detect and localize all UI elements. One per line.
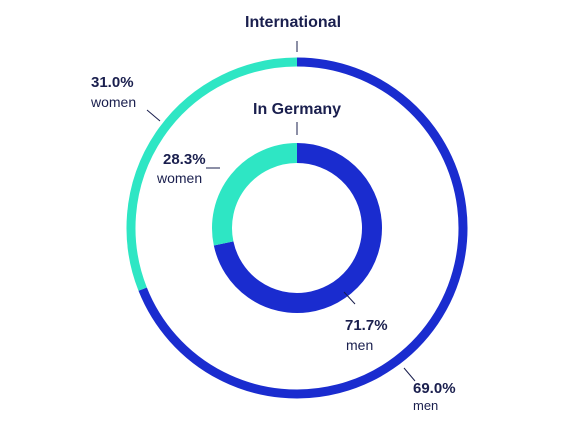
outer-men-label: men: [413, 398, 439, 413]
inner-men-label: men: [346, 337, 374, 353]
inner-women-slice: [212, 143, 298, 246]
inner-men-leader: [343, 291, 356, 305]
inner-men-slice: [213, 143, 382, 313]
outer-men-value: 69.0%: [413, 380, 456, 397]
outer-men-leader: [403, 367, 416, 382]
outer-men-slice: [138, 57, 468, 399]
outer-chart-title: International: [245, 14, 342, 31]
outer-women-value: 31.0%: [91, 74, 134, 91]
outer-women-leader: [146, 109, 161, 122]
inner-women-value: 28.3%: [163, 151, 206, 168]
inner-chart-title: In Germany: [253, 101, 342, 118]
inner-men-value: 71.7%: [345, 317, 388, 334]
outer-women-label: women: [91, 94, 137, 110]
inner-ring-germany: [212, 143, 382, 313]
outer-ring-international: [126, 57, 468, 399]
outer-women-slice: [126, 57, 298, 291]
inner-women-label: women: [157, 170, 203, 186]
